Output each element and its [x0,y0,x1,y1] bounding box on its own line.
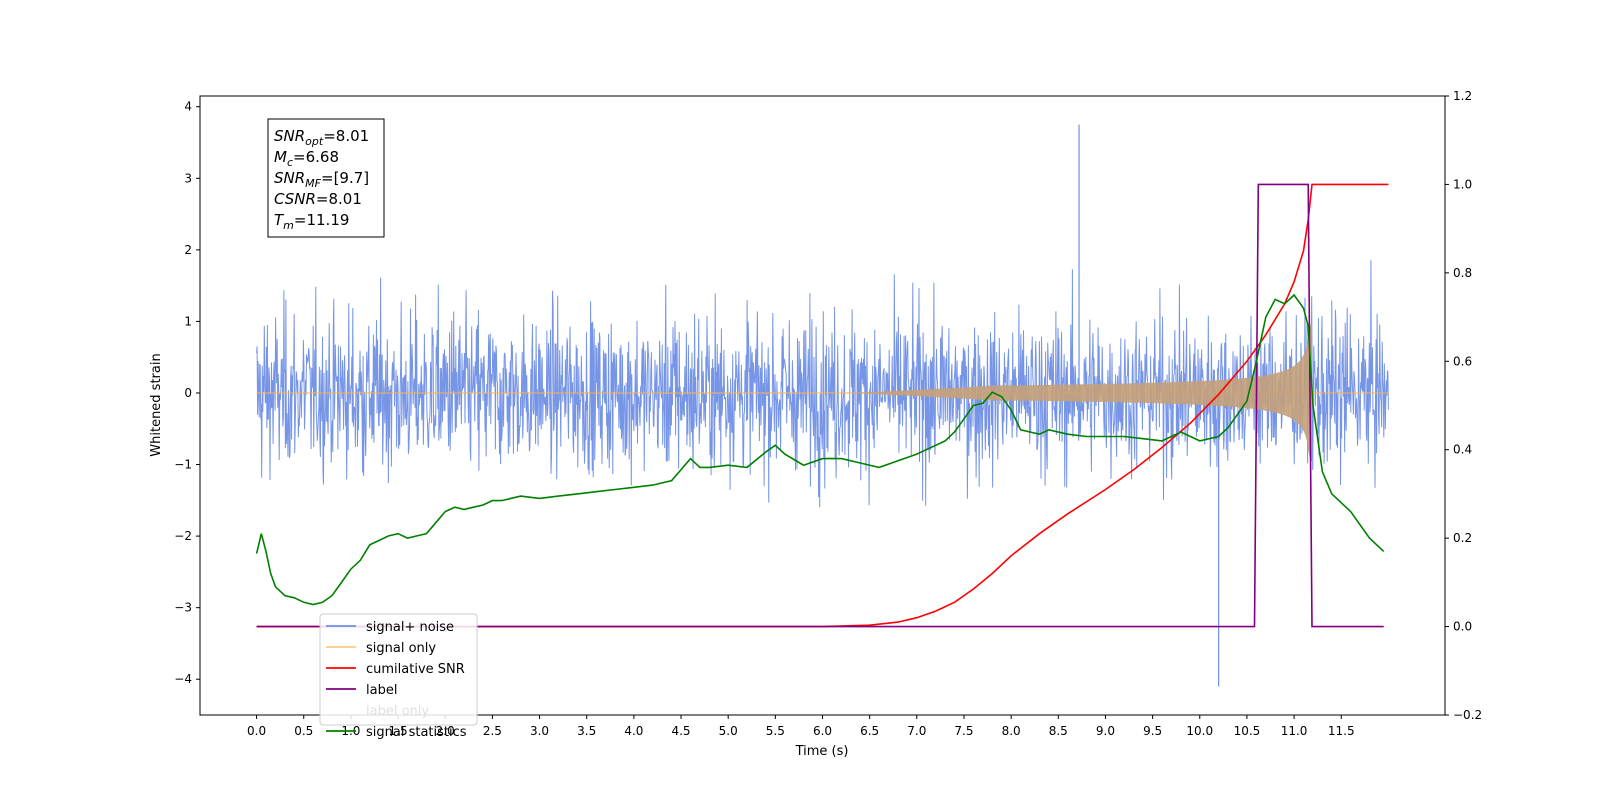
x-tick-label: 0.5 [294,724,313,738]
legend-label: signal only [366,641,436,656]
y-right-tick-label: 0.2 [1453,531,1472,545]
y-left-tick-label: −1 [174,458,192,472]
x-tick-label: 3.0 [530,724,549,738]
x-tick-label: 11.5 [1328,724,1355,738]
x-tick-label: 10.5 [1234,724,1261,738]
annotation-value: =[9.7] [321,169,369,187]
x-tick-label: 11.0 [1281,724,1308,738]
annotation-line: SNRMF=[9.7] [274,169,369,190]
annotation-symbol: SNR [274,169,305,187]
y-right-tick-label: 1.2 [1453,89,1472,103]
x-tick-label: 7.0 [907,724,926,738]
y-left-tick-label: −3 [174,601,192,615]
x-tick-label: 7.5 [954,724,973,738]
y-left-tick-label: 2 [184,243,192,257]
annotation-line: Tm=11.19 [274,211,349,232]
x-tick-label: 5.0 [719,724,738,738]
legend-label: signal statistics [366,725,467,740]
x-tick-label: 8.0 [1002,724,1021,738]
y-axis-label: Whitened strain [149,353,164,456]
y-left-tick-label: −2 [174,529,192,543]
y-left-tick-label: 1 [184,314,192,328]
annotation-line: CSNR=8.01 [274,190,362,208]
y-right-tick-label: −0.2 [1453,708,1482,722]
x-tick-label: 10.0 [1186,724,1213,738]
legend-frame [319,613,478,726]
y-right-tick-label: 1.0 [1453,177,1472,191]
x-tick-label: 6.5 [860,724,879,738]
x-tick-label: 9.5 [1143,724,1162,738]
annotation-subscript: m [283,219,294,232]
y-left-tick-label: 3 [184,171,192,185]
y-axis-right: 1.2 1.0 0.8 0.6 0.4 0.2 0.0 −0.2 [1445,89,1482,722]
legend: signal+ noise signal only cumilative SNR la… [319,613,478,740]
y-right-tick-label: 0.8 [1453,266,1472,280]
series-line-label [256,183,1384,628]
x-tick-label: 5.5 [766,724,785,738]
x-tick-label: 4.5 [671,724,690,738]
x-tick-label: 3.5 [577,724,596,738]
annotation-subscript: opt [305,135,324,148]
y-left-tick-label: 4 [184,100,192,114]
annotation-symbol: T [274,211,285,229]
x-tick-label: 2.0 [436,724,455,738]
x-tick-label: 1.5 [389,724,408,738]
series-lines [255,183,1389,628]
annotation-value: =6.68 [293,148,339,166]
series-line-signal-statistics [255,293,1385,606]
legend-label: label [366,683,397,698]
annotation-subscript: MF [305,177,321,190]
signal-noise-line [256,260,1389,508]
series-signal-only [256,325,1389,461]
annotation-subscript: c [287,156,293,169]
annotation-symbol: M [274,148,287,166]
annotation-line: SNRopt=8.01 [274,127,369,148]
annotation-value: =8.01 [323,127,369,145]
series-line-cumilative-SNR [256,183,1389,628]
x-tick-label: 9.0 [1096,724,1115,738]
annotation-frame [267,118,385,238]
x-tick-label: 8.5 [1049,724,1068,738]
y-left-tick-label: −4 [174,672,192,686]
y-right-tick-label: 0.4 [1453,443,1472,457]
annotation-value: =8.01 [316,190,362,208]
x-axis: 0.0 0.5 1.0 1.5 2.0 2.5 3.0 3.5 4.0 4.5 5.0 5.5 6.0 6… [247,715,1355,738]
x-tick-label: 0.0 [247,724,266,738]
legend-label: cumilative SNR [366,662,465,677]
annotation-box: SNRopt=8.01Mc=6.68SNRMF=[9.7]CSNR=8.01Tm… [267,118,385,238]
annotation-symbol: SNR [274,127,305,145]
signal-only-chirp [850,325,1312,461]
x-axis-label: Time (s) [795,744,849,759]
x-tick-label: 2.5 [483,724,502,738]
annotation-value: =11.19 [294,211,350,229]
legend-label: label only [366,704,429,719]
series-signal-noise [256,124,1389,687]
y-left-tick-label: 0 [184,386,192,400]
annotation-symbol: CSNR [274,190,316,208]
y-right-tick-label: 0.0 [1453,620,1472,634]
legend-label: signal+ noise [366,620,454,635]
x-tick-label: 6.0 [813,724,832,738]
y-right-tick-label: 0.6 [1453,354,1472,368]
y-axis-left: 4 3 2 1 0 −1 −2 −3 −4 [174,100,200,686]
annotation-line: Mc=6.68 [274,148,339,169]
x-tick-label: 4.0 [624,724,643,738]
